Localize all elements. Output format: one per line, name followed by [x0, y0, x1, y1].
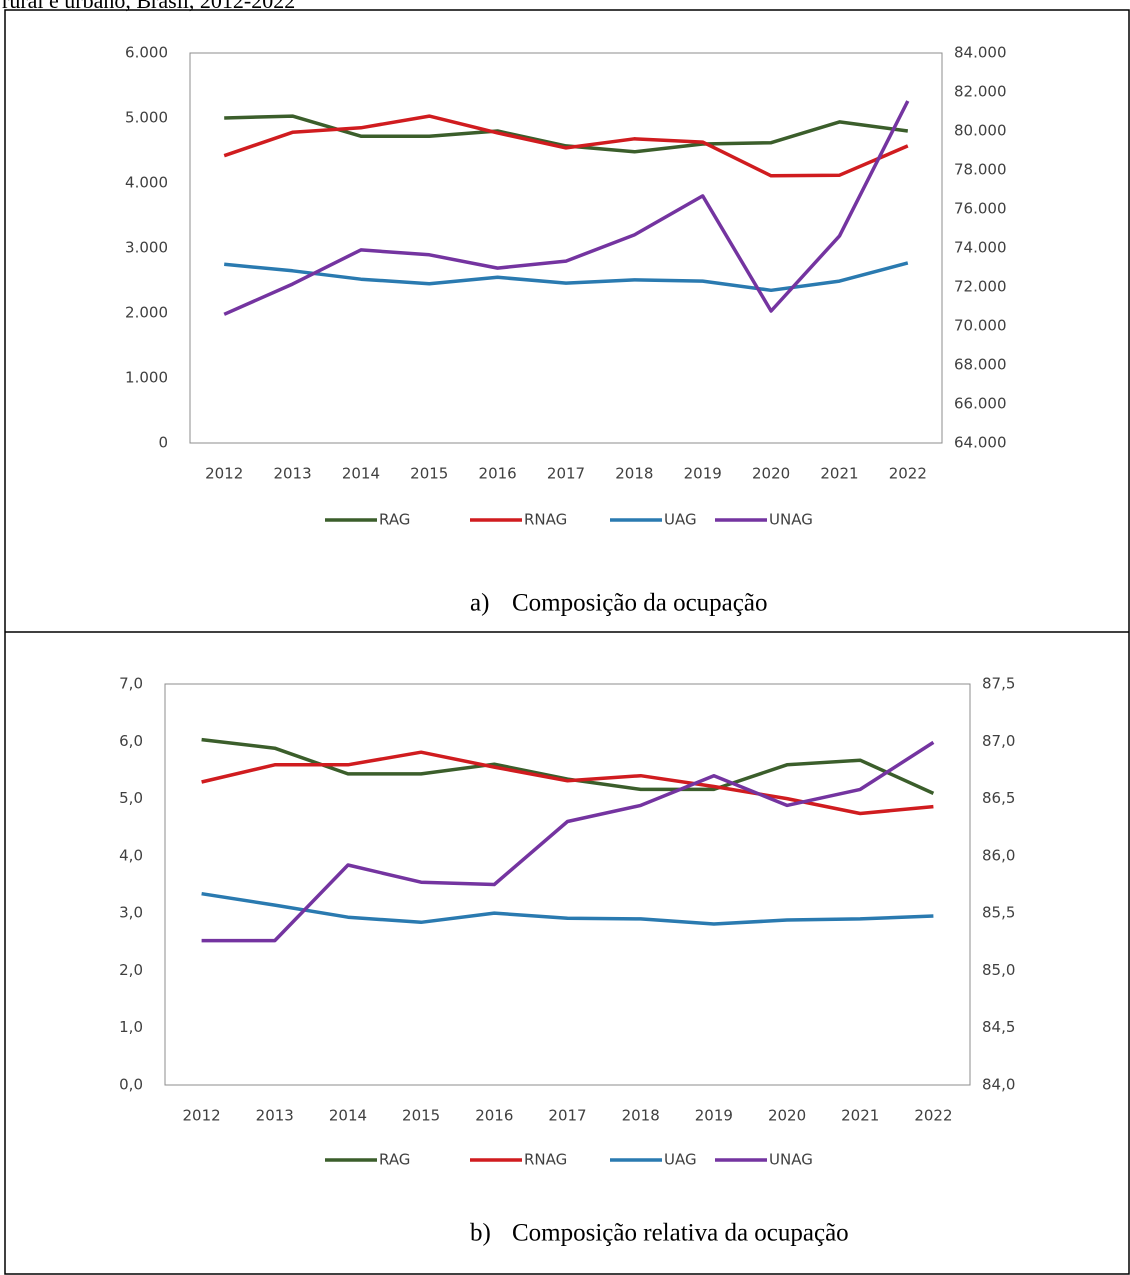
y2-tick-label: 72.000	[954, 278, 1007, 296]
series-line	[201, 891, 934, 926]
y2-tick-label: 84,5	[982, 1018, 1015, 1036]
x-tick-label: 2015	[402, 1107, 440, 1125]
y-tick-label: 1.000	[125, 369, 168, 387]
legend-label: UNAG	[769, 511, 813, 529]
y-tick-label: 2.000	[125, 304, 168, 322]
y-tick-label: 2,0	[119, 961, 143, 979]
y2-tick-label: 70.000	[954, 317, 1007, 335]
y-tick-label: 6,0	[119, 732, 143, 750]
x-tick-label: 2019	[695, 1107, 733, 1125]
y-tick-label: 3,0	[119, 904, 143, 922]
y2-tick-label: 85,0	[982, 961, 1015, 979]
legend-label: RAG	[379, 1151, 410, 1169]
series-line	[223, 114, 909, 178]
y2-tick-label: 87,5	[982, 675, 1015, 693]
y-tick-label: 5.000	[125, 109, 168, 127]
y2-tick-label: 74.000	[954, 239, 1007, 257]
y-tick-label: 5,0	[119, 789, 143, 807]
plot-area	[189, 52, 943, 444]
header-text: rural e urbano, Brasil, 2012-2022	[2, 0, 295, 13]
caption: Composição relativa da ocupação	[512, 1220, 849, 1247]
x-tick-label: 2013	[256, 1107, 294, 1125]
x-tick-label: 2016	[479, 465, 517, 483]
legend-label: RNAG	[524, 1151, 567, 1169]
y2-tick-label: 64.000	[954, 434, 1007, 452]
x-tick-label: 2017	[548, 1107, 586, 1125]
y2-tick-label: 76.000	[954, 200, 1007, 218]
series-line	[201, 740, 935, 943]
y2-tick-label: 86,0	[982, 846, 1015, 864]
caption-marker: a)	[470, 590, 489, 617]
x-tick-label: 2020	[768, 1107, 806, 1125]
x-tick-label: 2022	[914, 1107, 952, 1125]
caption-marker: b)	[470, 1220, 491, 1247]
x-tick-label: 2022	[889, 465, 927, 483]
series-line	[223, 100, 910, 316]
y2-tick-label: 85,5	[982, 904, 1015, 922]
y-tick-label: 4.000	[125, 174, 168, 192]
y2-tick-label: 78.000	[954, 161, 1007, 179]
y2-tick-label: 84,0	[982, 1076, 1015, 1094]
x-tick-label: 2019	[684, 465, 722, 483]
y-tick-label: 0,0	[119, 1076, 143, 1094]
x-tick-label: 2015	[410, 465, 448, 483]
legend-label: UNAG	[769, 1151, 813, 1169]
y-tick-label: 4,0	[119, 846, 143, 864]
x-tick-label: 2018	[615, 465, 653, 483]
y-tick-label: 7,0	[119, 675, 143, 693]
x-tick-label: 2021	[841, 1107, 879, 1125]
legend-label: RAG	[379, 511, 410, 529]
x-tick-label: 2014	[329, 1107, 367, 1125]
legend-label: RNAG	[524, 511, 567, 529]
x-tick-label: 2016	[475, 1107, 513, 1125]
legend-label: UAG	[664, 511, 697, 529]
y2-tick-label: 82.000	[954, 83, 1007, 101]
table-border	[4, 9, 1130, 1275]
x-tick-label: 2017	[547, 465, 585, 483]
series-line	[201, 750, 934, 816]
x-tick-label: 2013	[273, 465, 311, 483]
y2-tick-label: 84.000	[954, 44, 1007, 62]
y2-tick-label: 87,0	[982, 732, 1015, 750]
y2-tick-label: 68.000	[954, 356, 1007, 374]
y-tick-label: 6.000	[125, 44, 168, 62]
x-tick-label: 2012	[205, 465, 243, 483]
x-tick-label: 2014	[342, 465, 380, 483]
x-tick-label: 2021	[820, 465, 858, 483]
y-tick-label: 1,0	[119, 1018, 143, 1036]
caption: Composição da ocupação	[512, 590, 767, 617]
y2-tick-label: 86,5	[982, 789, 1015, 807]
legend-label: UAG	[664, 1151, 697, 1169]
x-tick-label: 2020	[752, 465, 790, 483]
plot-area	[164, 683, 971, 1086]
y2-tick-label: 80.000	[954, 122, 1007, 140]
x-tick-label: 2018	[622, 1107, 660, 1125]
y-tick-label: 0	[158, 434, 168, 452]
y-tick-label: 3.000	[125, 239, 168, 257]
y2-tick-label: 66.000	[954, 395, 1007, 413]
x-tick-label: 2012	[182, 1107, 220, 1125]
